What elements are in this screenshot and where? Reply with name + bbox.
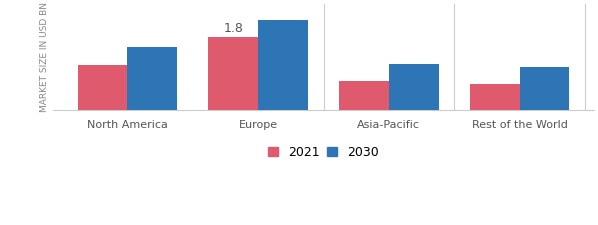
Bar	[127, 47, 177, 110]
Legend: 2021, 2030: 2021, 2030	[268, 146, 379, 159]
Bar	[520, 67, 569, 110]
Bar	[470, 83, 520, 110]
Bar	[339, 81, 389, 110]
Text: 1.8: 1.8	[224, 22, 243, 35]
Bar	[78, 65, 127, 110]
Bar	[209, 37, 258, 110]
Bar	[389, 64, 438, 110]
Y-axis label: MARKET SIZE IN USD BN: MARKET SIZE IN USD BN	[40, 2, 49, 112]
Bar	[258, 20, 308, 110]
